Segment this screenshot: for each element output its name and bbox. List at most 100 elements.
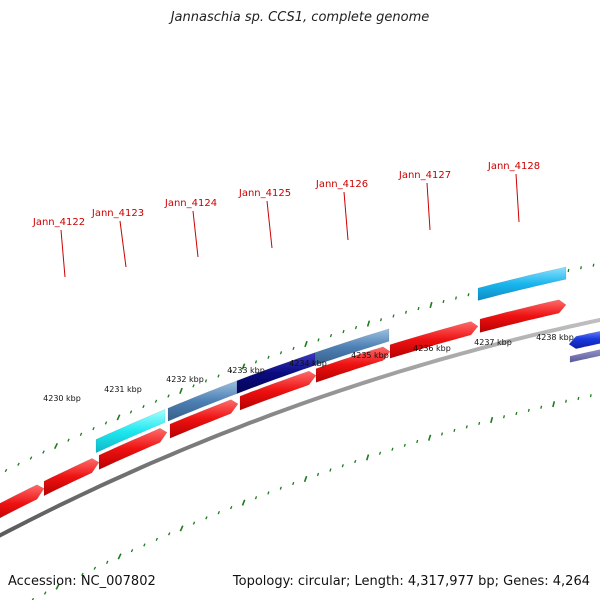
outer-tick xyxy=(179,387,183,394)
gene-label-leader xyxy=(343,191,349,241)
outer-tick xyxy=(142,404,145,409)
outer-tick xyxy=(366,320,371,327)
inner-tick xyxy=(589,394,592,398)
gene-label-jann-4128: Jann_4128 xyxy=(487,161,540,172)
gene-label-leader xyxy=(60,229,66,278)
cds-forward-arrow xyxy=(389,321,479,359)
kbp-label: 4237 kbp xyxy=(474,338,512,347)
outer-tick xyxy=(217,374,220,378)
inner-tick xyxy=(341,464,344,468)
outer-tick xyxy=(292,346,295,351)
outer-tick xyxy=(129,410,133,414)
outer-tick xyxy=(154,399,158,403)
inner-tick xyxy=(552,401,556,408)
inner-tick xyxy=(130,549,134,553)
cds-forward-arrow xyxy=(239,370,317,411)
outer-tick xyxy=(442,299,445,304)
outer-tick xyxy=(204,379,208,383)
outer-tick xyxy=(304,340,308,348)
map-title: Jannaschia sp. CCS1, complete genome xyxy=(170,10,430,25)
outer-tick xyxy=(342,329,345,334)
gene-box-sky xyxy=(477,266,567,301)
outer-tick xyxy=(116,414,121,421)
inner-tick xyxy=(303,475,308,483)
inner-tick xyxy=(241,499,246,506)
kbp-label: 4234 kbp xyxy=(289,359,327,368)
outer-tick xyxy=(454,296,458,300)
inner-tick xyxy=(43,591,47,595)
outer-tick xyxy=(567,268,570,273)
inner-tick xyxy=(81,572,84,576)
genome-summary-text: Topology: circular; Length: 4,317,977 bp… xyxy=(232,574,590,589)
inner-tick xyxy=(577,396,580,401)
kbp-label: 4232 kbp xyxy=(166,375,204,384)
inner-tick xyxy=(378,451,382,455)
inner-tick xyxy=(55,583,60,590)
inner-tick xyxy=(490,416,494,424)
outer-tick xyxy=(29,456,33,460)
inner-tick xyxy=(117,553,122,560)
inner-tick xyxy=(316,472,320,477)
cds-forward-arrow xyxy=(315,346,391,383)
gene-label-leader xyxy=(515,173,520,223)
kbp-label: 4236 kbp xyxy=(413,344,451,353)
inner-tick xyxy=(515,411,518,416)
gene-label-jann-4123: Jann_4123 xyxy=(91,208,144,219)
outer-tick xyxy=(229,369,233,373)
kbp-label: 4230 kbp xyxy=(43,394,81,403)
cds-forward-arrow xyxy=(479,299,567,333)
inner-tick xyxy=(478,421,481,425)
outer-tick xyxy=(167,394,170,398)
gene-label-jann-4124: Jann_4124 xyxy=(164,198,217,209)
inner-tick xyxy=(527,408,530,412)
gene-label-leader xyxy=(119,220,127,268)
outer-tick xyxy=(92,426,95,431)
inner-tick xyxy=(354,459,357,464)
inner-tick xyxy=(403,443,406,447)
gene-features xyxy=(0,266,600,519)
gene-label-jann-4126: Jann_4126 xyxy=(315,179,368,190)
kbp-label: 4233 kbp xyxy=(227,366,265,375)
kbp-label: 4231 kbp xyxy=(104,385,142,394)
inner-tick xyxy=(427,434,432,441)
outer-tick xyxy=(17,462,20,466)
cds-forward-arrow xyxy=(98,428,168,470)
outer-tick xyxy=(241,363,246,370)
inner-tick xyxy=(192,521,196,525)
outer-tick xyxy=(67,438,70,442)
gene-label-leader xyxy=(266,200,273,249)
outer-tick xyxy=(329,333,333,338)
outer-tick xyxy=(53,442,59,450)
outer-tick xyxy=(267,355,270,359)
inner-tick-ring xyxy=(31,394,592,600)
outer-tick xyxy=(429,301,433,309)
inner-tick xyxy=(565,399,567,403)
inner-tick xyxy=(440,432,444,436)
inner-tick xyxy=(254,496,258,500)
gene-box-slate xyxy=(569,349,600,363)
cds-forward-arrow xyxy=(0,484,45,519)
inner-tick xyxy=(68,578,72,583)
gene-label-jann-4127: Jann_4127 xyxy=(398,170,451,181)
inner-tick xyxy=(106,560,109,564)
inner-tick xyxy=(365,454,370,461)
genome-backbone xyxy=(0,317,600,538)
outer-tick xyxy=(404,310,408,314)
inner-tick xyxy=(205,516,208,520)
inner-tick xyxy=(540,405,543,409)
inner-tick xyxy=(179,525,184,532)
cds-forward-arrow xyxy=(43,458,100,497)
outer-tick xyxy=(104,421,108,425)
gene-box-cyan xyxy=(95,409,166,454)
cds-reverse-arrow xyxy=(568,330,600,349)
outer-tick xyxy=(354,325,358,330)
inner-tick xyxy=(453,428,456,432)
kbp-label: 4238 kbp xyxy=(536,333,574,342)
gene-label-leader xyxy=(192,210,199,258)
outer-tick xyxy=(279,351,283,355)
inner-tick xyxy=(465,425,468,429)
inner-tick xyxy=(329,468,332,472)
outer-tick xyxy=(79,432,83,436)
inner-tick xyxy=(217,511,220,515)
